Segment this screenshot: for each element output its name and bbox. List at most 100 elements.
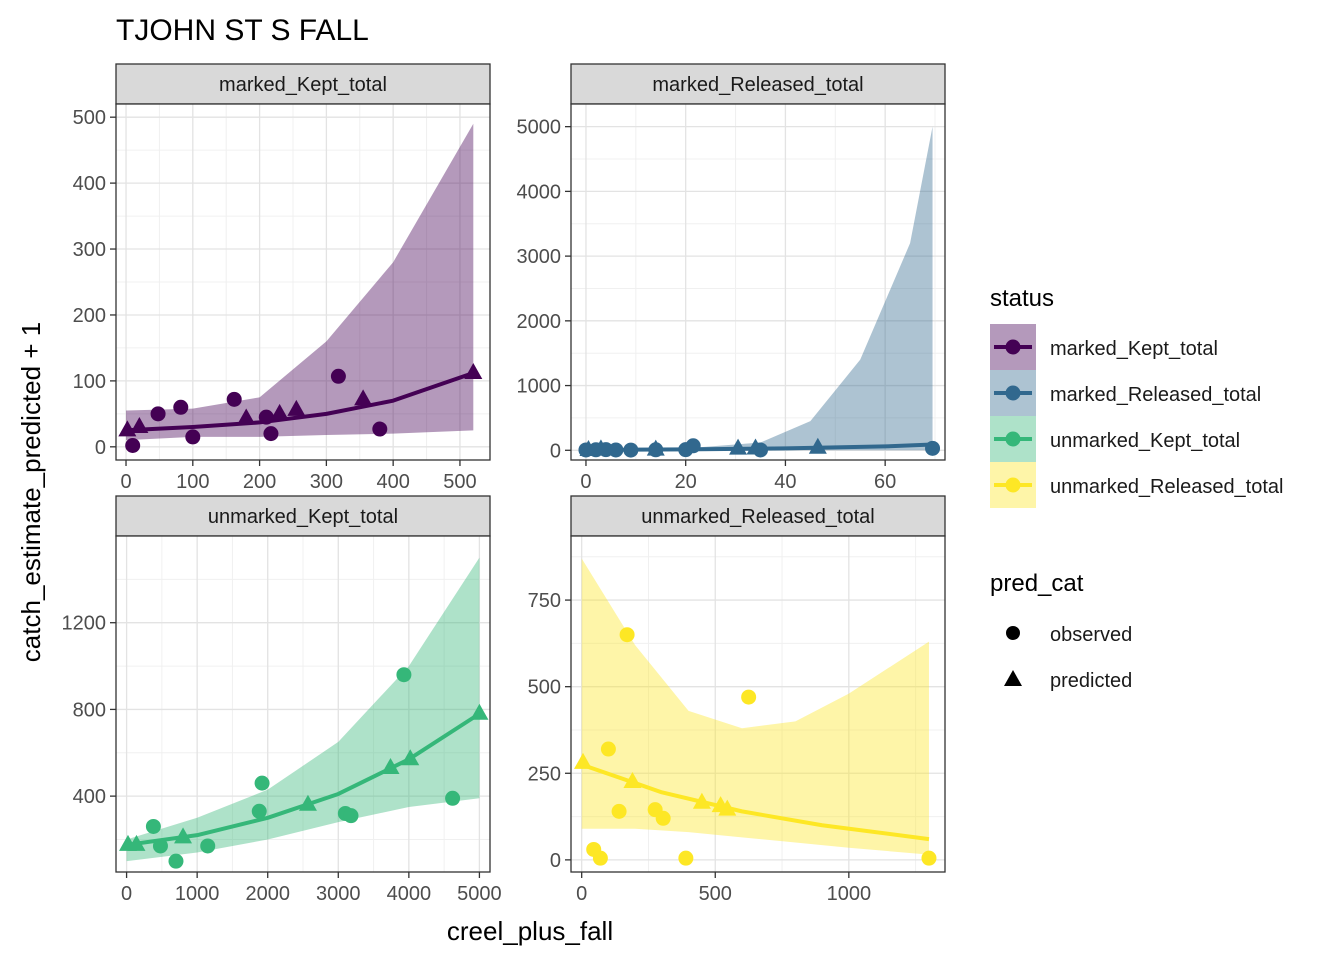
legend-observed-circle [1006, 626, 1020, 640]
legend-status-item: marked_Kept_total [990, 324, 1218, 370]
predicted-point [130, 417, 149, 434]
predicted-point [270, 403, 289, 420]
gridlines [571, 104, 945, 460]
x-tick-label: 0 [120, 471, 131, 493]
observed-point [343, 808, 359, 824]
legend-status: status marked_Kept_total marked_Released_… [990, 285, 1284, 508]
observed-point [608, 442, 624, 458]
legend-status-label: marked_Released_total [1050, 384, 1261, 406]
observed-point [173, 399, 189, 415]
observed-point [185, 429, 201, 445]
observed-point [921, 850, 937, 866]
observed-point [263, 426, 279, 442]
observed-point [611, 803, 627, 819]
panel-marked_Released_total: marked_Released_total 0 20 40 60 0 1000 2000 300… [517, 63, 946, 493]
predicted-point [237, 408, 256, 425]
panel-unmarked_Kept_total: unmarked_Kept_total 0 1000 2000 3000 4000 5000… [62, 495, 502, 905]
x-tick-label: 40 [774, 471, 796, 493]
legend-status-title: status [990, 285, 1054, 312]
legend-predicted-triangle [1004, 670, 1022, 686]
predicted-point [808, 437, 827, 454]
panel-unmarked_Released_total: unmarked_Released_total 0 500 1000 0 250 500 75… [528, 495, 946, 905]
strip-background [570, 63, 946, 105]
observed-point [125, 437, 141, 453]
observed-point [168, 853, 184, 869]
y-tick-label: 400 [73, 786, 106, 808]
x-tick-label: 1000 [827, 883, 872, 905]
y-tick-label: 0 [95, 437, 106, 459]
observed-point [741, 689, 757, 705]
y-tick-label: 1200 [62, 613, 107, 635]
y-tick-label: 0 [550, 440, 561, 462]
x-tick-label: 500 [699, 883, 732, 905]
observed-point [619, 627, 635, 643]
confidence-ribbon [126, 557, 480, 862]
predicted-point [470, 703, 489, 720]
gridlines [116, 536, 490, 872]
y-tick-label: 250 [528, 763, 561, 785]
observed-point [445, 790, 461, 806]
observed-point [925, 440, 941, 456]
x-tick-label: 3000 [316, 883, 361, 905]
predicted-point [729, 438, 748, 455]
legend-key-point [1005, 339, 1021, 355]
predicted-point [591, 439, 610, 456]
legend-status-label: unmarked_Released_total [1050, 476, 1284, 498]
y-tick-label: 3000 [517, 246, 562, 268]
observed-point [150, 406, 166, 422]
panel-background [571, 104, 945, 460]
x-tick-label: 0 [576, 883, 587, 905]
observed-point [330, 368, 346, 384]
panel-border [115, 103, 491, 461]
strip-label: marked_Kept_total [219, 74, 387, 96]
y-tick-label: 500 [528, 677, 561, 699]
observed-point [372, 421, 388, 437]
x-tick-label: 5000 [457, 883, 502, 905]
observed-point [251, 803, 267, 819]
legend-key-point [1005, 431, 1021, 447]
legend-key-point [1005, 385, 1021, 401]
observed-point [655, 810, 671, 826]
predicted-point [623, 771, 642, 788]
predicted-point [174, 827, 193, 844]
legend-pred-cat: pred_cat observed predicted [990, 570, 1132, 692]
observed-point [592, 850, 608, 866]
strip-label: unmarked_Kept_total [208, 506, 398, 528]
observed-point [254, 775, 270, 791]
observed-point [685, 438, 701, 454]
gridlines [571, 536, 945, 872]
x-tick-label: 500 [443, 471, 476, 493]
x-tick-label: 400 [376, 471, 409, 493]
x-tick-label: 0 [121, 883, 132, 905]
panel-border [115, 535, 491, 873]
legend-status-label: unmarked_Kept_total [1050, 430, 1240, 452]
x-tick-label: 2000 [245, 883, 290, 905]
observed-point [396, 667, 412, 683]
y-tick-label: 200 [73, 305, 106, 327]
y-tick-label: 4000 [517, 181, 562, 203]
legend-predicted-label: predicted [1050, 670, 1132, 692]
y-tick-label: 100 [73, 371, 106, 393]
x-axis-label: creel_plus_fall [447, 916, 613, 946]
predicted-point [354, 389, 373, 406]
panel-marked_Kept_total: marked_Kept_total 0 100 200 300 400 500 0 100 200… [73, 63, 491, 493]
chart-title: TJOHN ST S FALL [116, 14, 369, 47]
legend-status-label: marked_Kept_total [1050, 338, 1218, 360]
legend-key-point [1005, 477, 1021, 493]
y-tick-label: 300 [73, 239, 106, 261]
predicted-point [579, 439, 598, 456]
observed-point [678, 850, 694, 866]
x-tick-label: 100 [176, 471, 209, 493]
fit-line [125, 371, 474, 433]
predicted-point [287, 399, 306, 416]
observed-point [145, 818, 161, 834]
y-tick-label: 750 [528, 590, 561, 612]
predicted-point [646, 439, 665, 456]
x-tick-label: 200 [243, 471, 276, 493]
y-tick-label: 2000 [517, 311, 562, 333]
legend-status-item: unmarked_Released_total [990, 462, 1284, 508]
observed-point [600, 741, 616, 757]
observed-point [226, 391, 242, 407]
y-tick-label: 500 [73, 107, 106, 129]
